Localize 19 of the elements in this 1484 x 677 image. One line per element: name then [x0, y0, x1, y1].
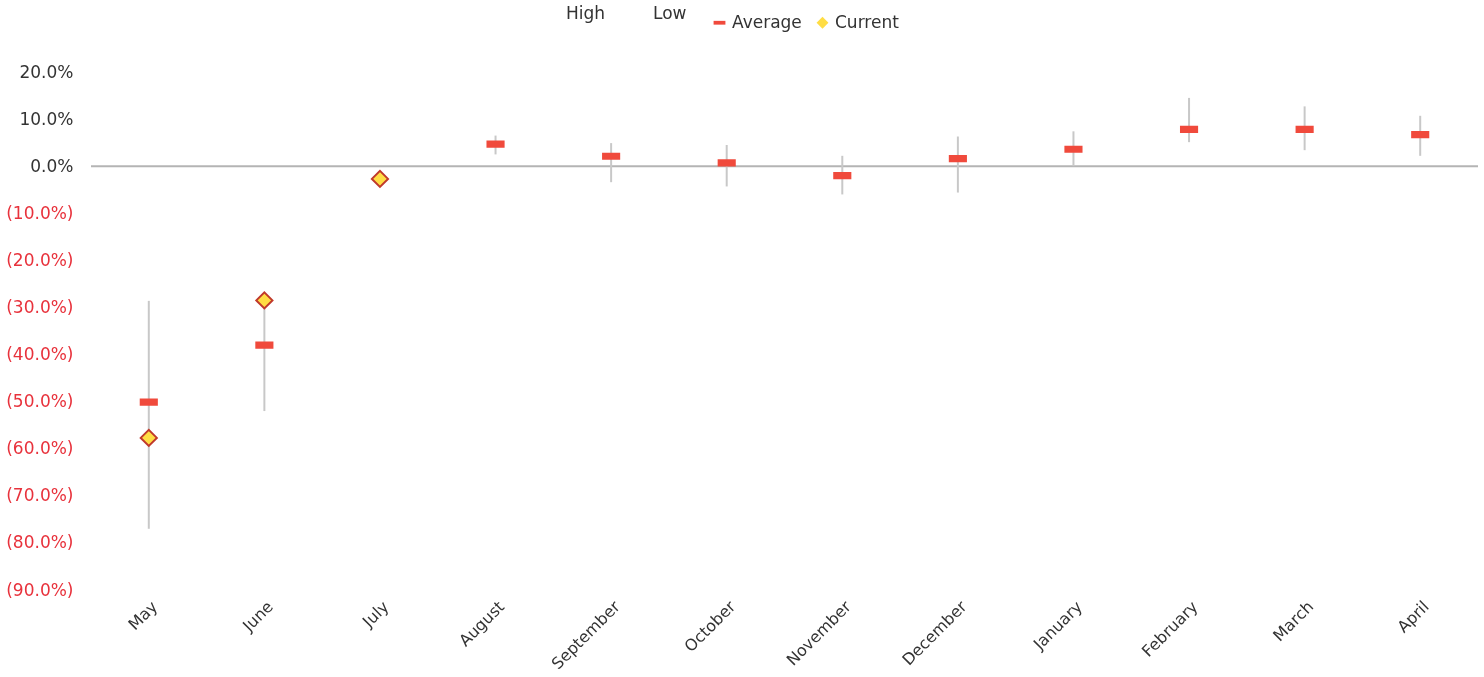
y-tick-label: (50.0%): [6, 391, 74, 412]
legend-label: Average: [732, 11, 802, 32]
y-tick-label: (60.0%): [6, 438, 74, 459]
y-tick-label: 0.0%: [30, 155, 74, 176]
y-tick-label: 10.0%: [19, 108, 74, 129]
text: Low: [653, 3, 687, 23]
legend-label: Current: [835, 11, 900, 32]
y-tick-label: 20.0%: [19, 61, 74, 82]
y-tick-label: (10.0%): [6, 202, 74, 223]
y-tick-label: (70.0%): [6, 485, 74, 506]
y-tick-label: (40.0%): [6, 344, 74, 365]
y-tick-label: (80.0%): [6, 532, 74, 553]
y-tick-label: (30.0%): [6, 296, 74, 317]
y-tick-label: (20.0%): [6, 249, 74, 270]
text: High: [566, 3, 606, 23]
y-tick-label: (90.0%): [6, 579, 74, 600]
point: [139, 428, 158, 447]
point: [255, 291, 274, 310]
point: [370, 169, 390, 188]
